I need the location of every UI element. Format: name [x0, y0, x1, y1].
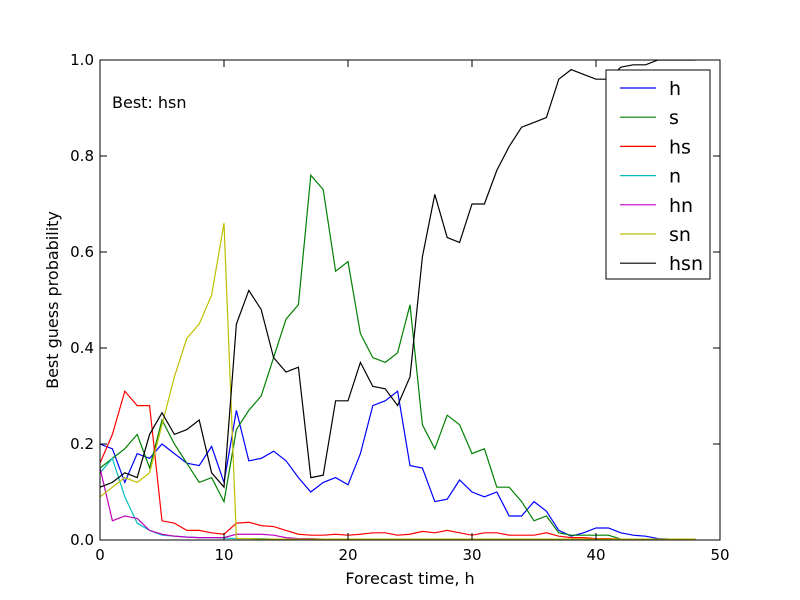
x-tick-label: 40 [586, 546, 605, 564]
x-tick-label: 10 [214, 546, 233, 564]
series-line-hsn [100, 60, 696, 489]
y-axis-label: Best guess probability [43, 211, 62, 389]
x-tick-label: 20 [338, 546, 357, 564]
legend-label-hsn: hsn [669, 253, 703, 275]
y-tick-label: 0.4 [70, 339, 94, 357]
x-tick-label: 50 [710, 546, 729, 564]
legend-frame [605, 69, 711, 280]
legend-label-hn: hn [669, 195, 693, 217]
x-axis-label: Forecast time, h [345, 569, 474, 588]
annotation-text: Best: hsn [112, 93, 187, 112]
series-line-h [100, 390, 696, 540]
x-tick-label: 0 [95, 546, 105, 564]
y-tick-label: 0.6 [70, 243, 94, 261]
y-tick-label: 0.0 [70, 531, 94, 549]
y-tick-label: 0.2 [70, 435, 94, 453]
legend-label-n: n [669, 166, 681, 188]
legend-label-s: s [669, 107, 679, 129]
plot-frame [99, 59, 721, 541]
legend-label-h: h [669, 78, 681, 100]
y-tick-label: 0.8 [70, 147, 94, 165]
legend-label-sn: sn [669, 224, 691, 246]
ticks-layer: 0 10 20 30 40 50 0.0 0.2 0.4 0.6 0.8 1.0 [70, 51, 729, 564]
y-tick-label: 1.0 [70, 51, 94, 69]
x-tick-label: 30 [462, 546, 481, 564]
legend-label-hs: hs [669, 136, 691, 158]
